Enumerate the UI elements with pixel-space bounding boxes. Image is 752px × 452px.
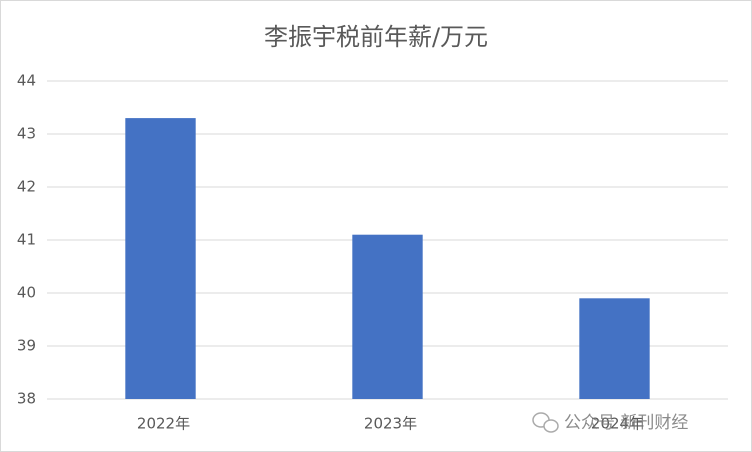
y-tick-label: 43 bbox=[17, 125, 36, 143]
watermark: 公众号 新刊财经 bbox=[564, 413, 688, 433]
y-tick-label: 42 bbox=[17, 178, 36, 196]
y-tick-label: 38 bbox=[17, 390, 36, 408]
x-tick-label: 2024年 bbox=[591, 415, 644, 433]
watermark-icon bbox=[532, 412, 559, 433]
y-tick-label: 39 bbox=[17, 337, 36, 355]
y-tick-label: 44 bbox=[17, 72, 36, 90]
bar bbox=[125, 118, 196, 399]
y-tick-label: 40 bbox=[17, 284, 36, 302]
bar bbox=[352, 234, 423, 399]
icon-bubble bbox=[543, 419, 559, 433]
bar bbox=[579, 298, 650, 399]
x-tick-label: 2023年 bbox=[364, 415, 417, 433]
x-tick-label: 2022年 bbox=[137, 415, 190, 433]
chart-title: 李振宇税前年薪/万元 bbox=[264, 23, 488, 51]
y-tick-label: 41 bbox=[17, 231, 36, 249]
